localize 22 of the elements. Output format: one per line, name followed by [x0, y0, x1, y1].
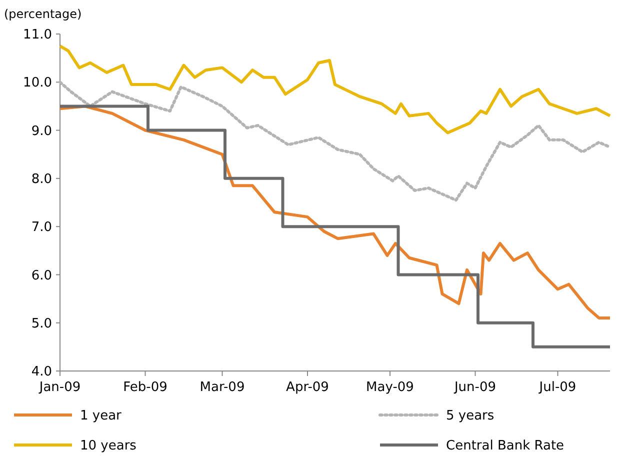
y-tick-label: 5.0 — [31, 316, 52, 332]
legend-label: 5 years — [446, 408, 494, 424]
legend-label: 10 years — [80, 438, 137, 454]
x-tick-label: Jul-09 — [538, 380, 576, 395]
x-tick-label: May-09 — [366, 380, 414, 395]
y-tick-label: 10.0 — [23, 76, 52, 91]
y-tick-label: 7.0 — [31, 220, 52, 236]
y-tick-label: 6.0 — [31, 268, 52, 284]
legend-label: Central Bank Rate — [446, 438, 564, 454]
y-axis-title: (percentage) — [4, 7, 82, 21]
line-series — [58, 80, 612, 202]
y-tick-label: 11.0 — [23, 28, 52, 43]
y-tick-label: 4.0 — [31, 364, 52, 380]
x-tick-label: Feb-09 — [123, 380, 168, 395]
y-tick-label: 9.0 — [31, 124, 52, 139]
x-tick-label: Apr-09 — [286, 380, 329, 395]
line-series — [58, 44, 612, 134]
x-tick-label: Jun-09 — [453, 380, 496, 395]
x-tick-label: Jan-09 — [38, 380, 81, 395]
y-tick-label: 8.0 — [31, 172, 52, 187]
x-tick-label: Mar-09 — [200, 380, 245, 395]
legend-label: 1 year — [80, 408, 122, 424]
